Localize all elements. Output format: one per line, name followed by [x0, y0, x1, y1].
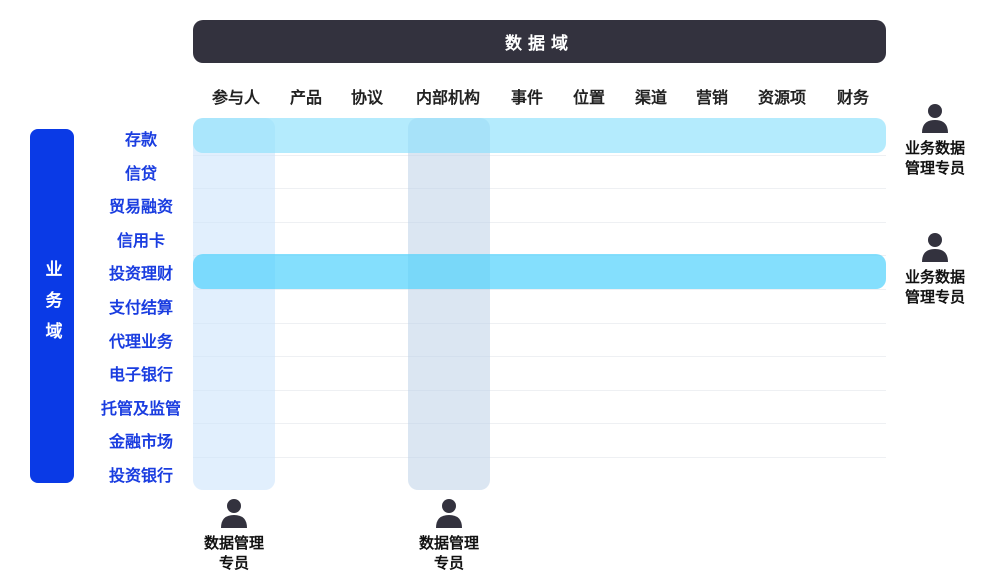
role-label: 数据管理 专员: [189, 533, 279, 573]
column-header: 产品: [289, 88, 323, 107]
column-header: 资源项: [757, 88, 807, 107]
row-label: 存款: [124, 130, 157, 149]
grid-line: [193, 356, 886, 358]
column-header: 协议: [350, 88, 384, 107]
row-label: 金融市场: [108, 432, 173, 452]
row-label: 托管及监管: [100, 398, 181, 418]
grid-line: [193, 322, 886, 324]
grid-line: [193, 188, 886, 190]
role-line: 专员: [218, 554, 249, 572]
role-line: 数据管理: [418, 534, 479, 552]
role-line: 业务数据: [904, 268, 965, 286]
grid-line: [193, 289, 886, 290]
column-header: 参与人: [211, 88, 261, 107]
highlight-row-investment: [193, 254, 886, 289]
business-domain-label: 业务域: [30, 129, 74, 483]
row-label: 信贷: [124, 163, 157, 183]
role-line: 管理专员: [904, 288, 965, 306]
grid-line: [193, 423, 886, 425]
row-label: 电子银行: [108, 365, 173, 385]
row-label: 信用卡: [116, 230, 165, 250]
highlight-row-deposit: [193, 118, 886, 153]
person-icon: [221, 498, 247, 532]
role-label: 数据管理 专员: [404, 533, 494, 573]
column-header: 渠道: [634, 88, 668, 107]
row-label: 支付结算: [108, 298, 173, 317]
role-line: 专员: [433, 554, 464, 572]
grid-line: [193, 154, 886, 156]
person-icon: [436, 498, 462, 532]
role-line: 管理专员: [904, 159, 965, 177]
role-label: 业务数据 管理专员: [890, 138, 980, 178]
row-label: 投资银行: [108, 466, 173, 485]
row-label: 投资理财: [108, 264, 173, 284]
role-label: 业务数据 管理专员: [890, 267, 980, 307]
data-domain-header: 数据域: [193, 20, 886, 63]
grid-line: [193, 457, 886, 458]
role-line: 业务数据: [904, 139, 965, 157]
column-header: 事件: [510, 88, 544, 107]
grid-line: [193, 389, 886, 391]
grid-line: [193, 221, 886, 223]
highlight-column-participant: [193, 118, 275, 490]
column-header: 内部机构: [415, 88, 481, 107]
person-icon: [922, 232, 948, 266]
row-label: 代理业务: [108, 331, 173, 351]
column-header: 财务: [836, 88, 870, 107]
person-icon: [922, 103, 948, 137]
highlight-column-internal-org: [408, 118, 490, 490]
column-header: 营销: [695, 88, 729, 107]
row-label: 贸易融资: [108, 197, 173, 217]
column-header: 位置: [572, 88, 606, 107]
role-line: 数据管理: [203, 534, 264, 552]
